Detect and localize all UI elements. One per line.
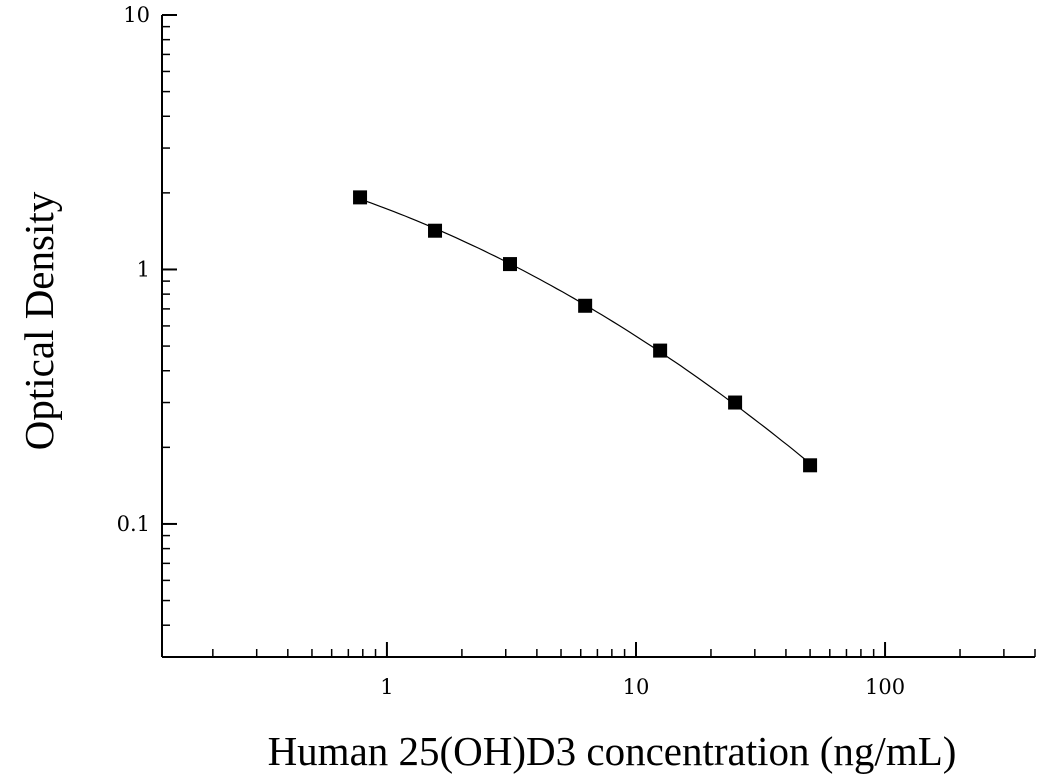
data-point <box>503 257 518 272</box>
axes: 1 10 100 0.1 1 10 <box>117 3 1036 699</box>
fit-curve <box>359 198 811 464</box>
y-axis-title: Optical Density <box>16 191 62 450</box>
data-point <box>578 298 593 313</box>
data-points <box>353 190 818 473</box>
y-tick-label: 1 <box>137 257 150 281</box>
data-point <box>728 395 743 410</box>
data-point <box>653 343 668 358</box>
x-tick-label: 100 <box>865 675 905 699</box>
data-point <box>428 223 443 238</box>
x-tick-label: 1 <box>380 675 393 699</box>
data-point <box>803 458 818 473</box>
fit-curve-layer <box>359 198 811 464</box>
y-tick-label: 10 <box>123 3 150 27</box>
x-tick-label: 10 <box>623 675 650 699</box>
data-point <box>353 190 368 205</box>
y-tick-label: 0.1 <box>117 512 150 536</box>
x-axis-title: Human 25(OH)D3 concentration (ng/mL) <box>268 728 957 774</box>
